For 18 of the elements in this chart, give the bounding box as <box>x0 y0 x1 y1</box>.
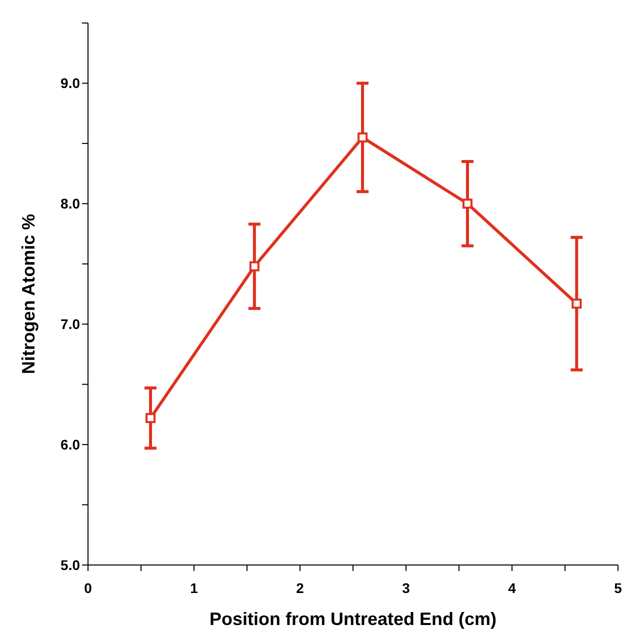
x-tick-label: 3 <box>402 580 410 596</box>
x-tick-label: 0 <box>84 580 92 596</box>
y-tick-label: 6.0 <box>60 436 80 453</box>
point <box>249 261 260 272</box>
x-tick-label: 2 <box>296 580 304 596</box>
y-tick-label: 9.0 <box>60 75 80 92</box>
x-axis-title: Position from Untreated End (cm) <box>209 609 497 629</box>
y-axis-title: Nitrogen Atomic % <box>18 214 38 374</box>
x-tick-label: 4 <box>508 580 516 596</box>
y-tick-label: 7.0 <box>60 316 80 332</box>
point <box>146 413 156 424</box>
point <box>462 198 472 209</box>
x-tick-label: 5 <box>614 580 622 596</box>
y-tick-label: 5.0 <box>60 556 80 573</box>
x-tick-label: 1 <box>190 580 198 596</box>
y-tick-label: 8.0 <box>60 196 80 212</box>
point <box>572 298 582 309</box>
point <box>358 132 368 142</box>
